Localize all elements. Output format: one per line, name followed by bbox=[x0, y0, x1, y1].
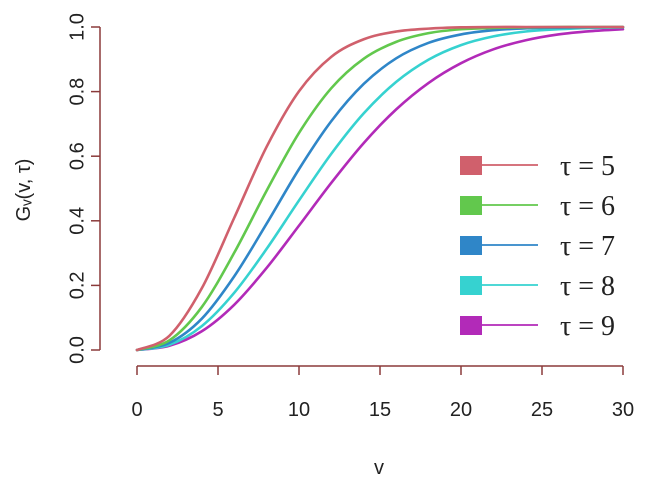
legend: τ = 5 τ = 6 τ = 7 τ = 8 τ = 9 bbox=[460, 151, 615, 342]
legend-swatch bbox=[460, 196, 482, 215]
y-tick-label: 0.4 bbox=[66, 207, 88, 235]
series-line bbox=[135, 27, 625, 352]
legend-swatch bbox=[460, 156, 482, 175]
y-tick-label: 0.6 bbox=[66, 142, 88, 170]
series-line bbox=[135, 25, 625, 352]
x-tick-label: 25 bbox=[531, 399, 553, 421]
legend-swatch bbox=[460, 276, 482, 295]
x-tick-label: 15 bbox=[369, 399, 391, 421]
legend-label: τ = 5 bbox=[560, 151, 615, 182]
x-tick-label: 5 bbox=[212, 399, 223, 421]
series-line bbox=[135, 26, 625, 352]
x-tick-label: 20 bbox=[450, 399, 472, 421]
legend-label: τ = 7 bbox=[560, 231, 615, 262]
x-axis: 0 5 10 15 20 25 30 bbox=[131, 365, 634, 421]
plot-lines bbox=[135, 25, 625, 352]
x-axis-title: v bbox=[374, 457, 384, 479]
legend-label: τ = 9 bbox=[560, 311, 615, 342]
x-tick-label: 30 bbox=[612, 399, 634, 421]
y-tick-label: 0.2 bbox=[66, 271, 88, 299]
y-axis-title: Gᵥ(v, τ) bbox=[13, 159, 35, 222]
y-tick-label: 1.0 bbox=[66, 13, 88, 41]
series-line bbox=[135, 25, 625, 352]
legend-label: τ = 8 bbox=[560, 271, 615, 302]
y-axis: 0.0 0.2 0.4 0.6 0.8 1.0 bbox=[66, 13, 101, 364]
y-tick-label: 0.8 bbox=[66, 78, 88, 106]
series-line bbox=[135, 25, 625, 352]
legend-swatch bbox=[460, 316, 482, 335]
x-tick-label: 0 bbox=[131, 399, 142, 421]
x-tick-label: 10 bbox=[288, 399, 310, 421]
legend-swatch bbox=[460, 236, 482, 255]
y-tick-label: 0.0 bbox=[66, 336, 88, 364]
legend-label: τ = 6 bbox=[560, 191, 615, 222]
